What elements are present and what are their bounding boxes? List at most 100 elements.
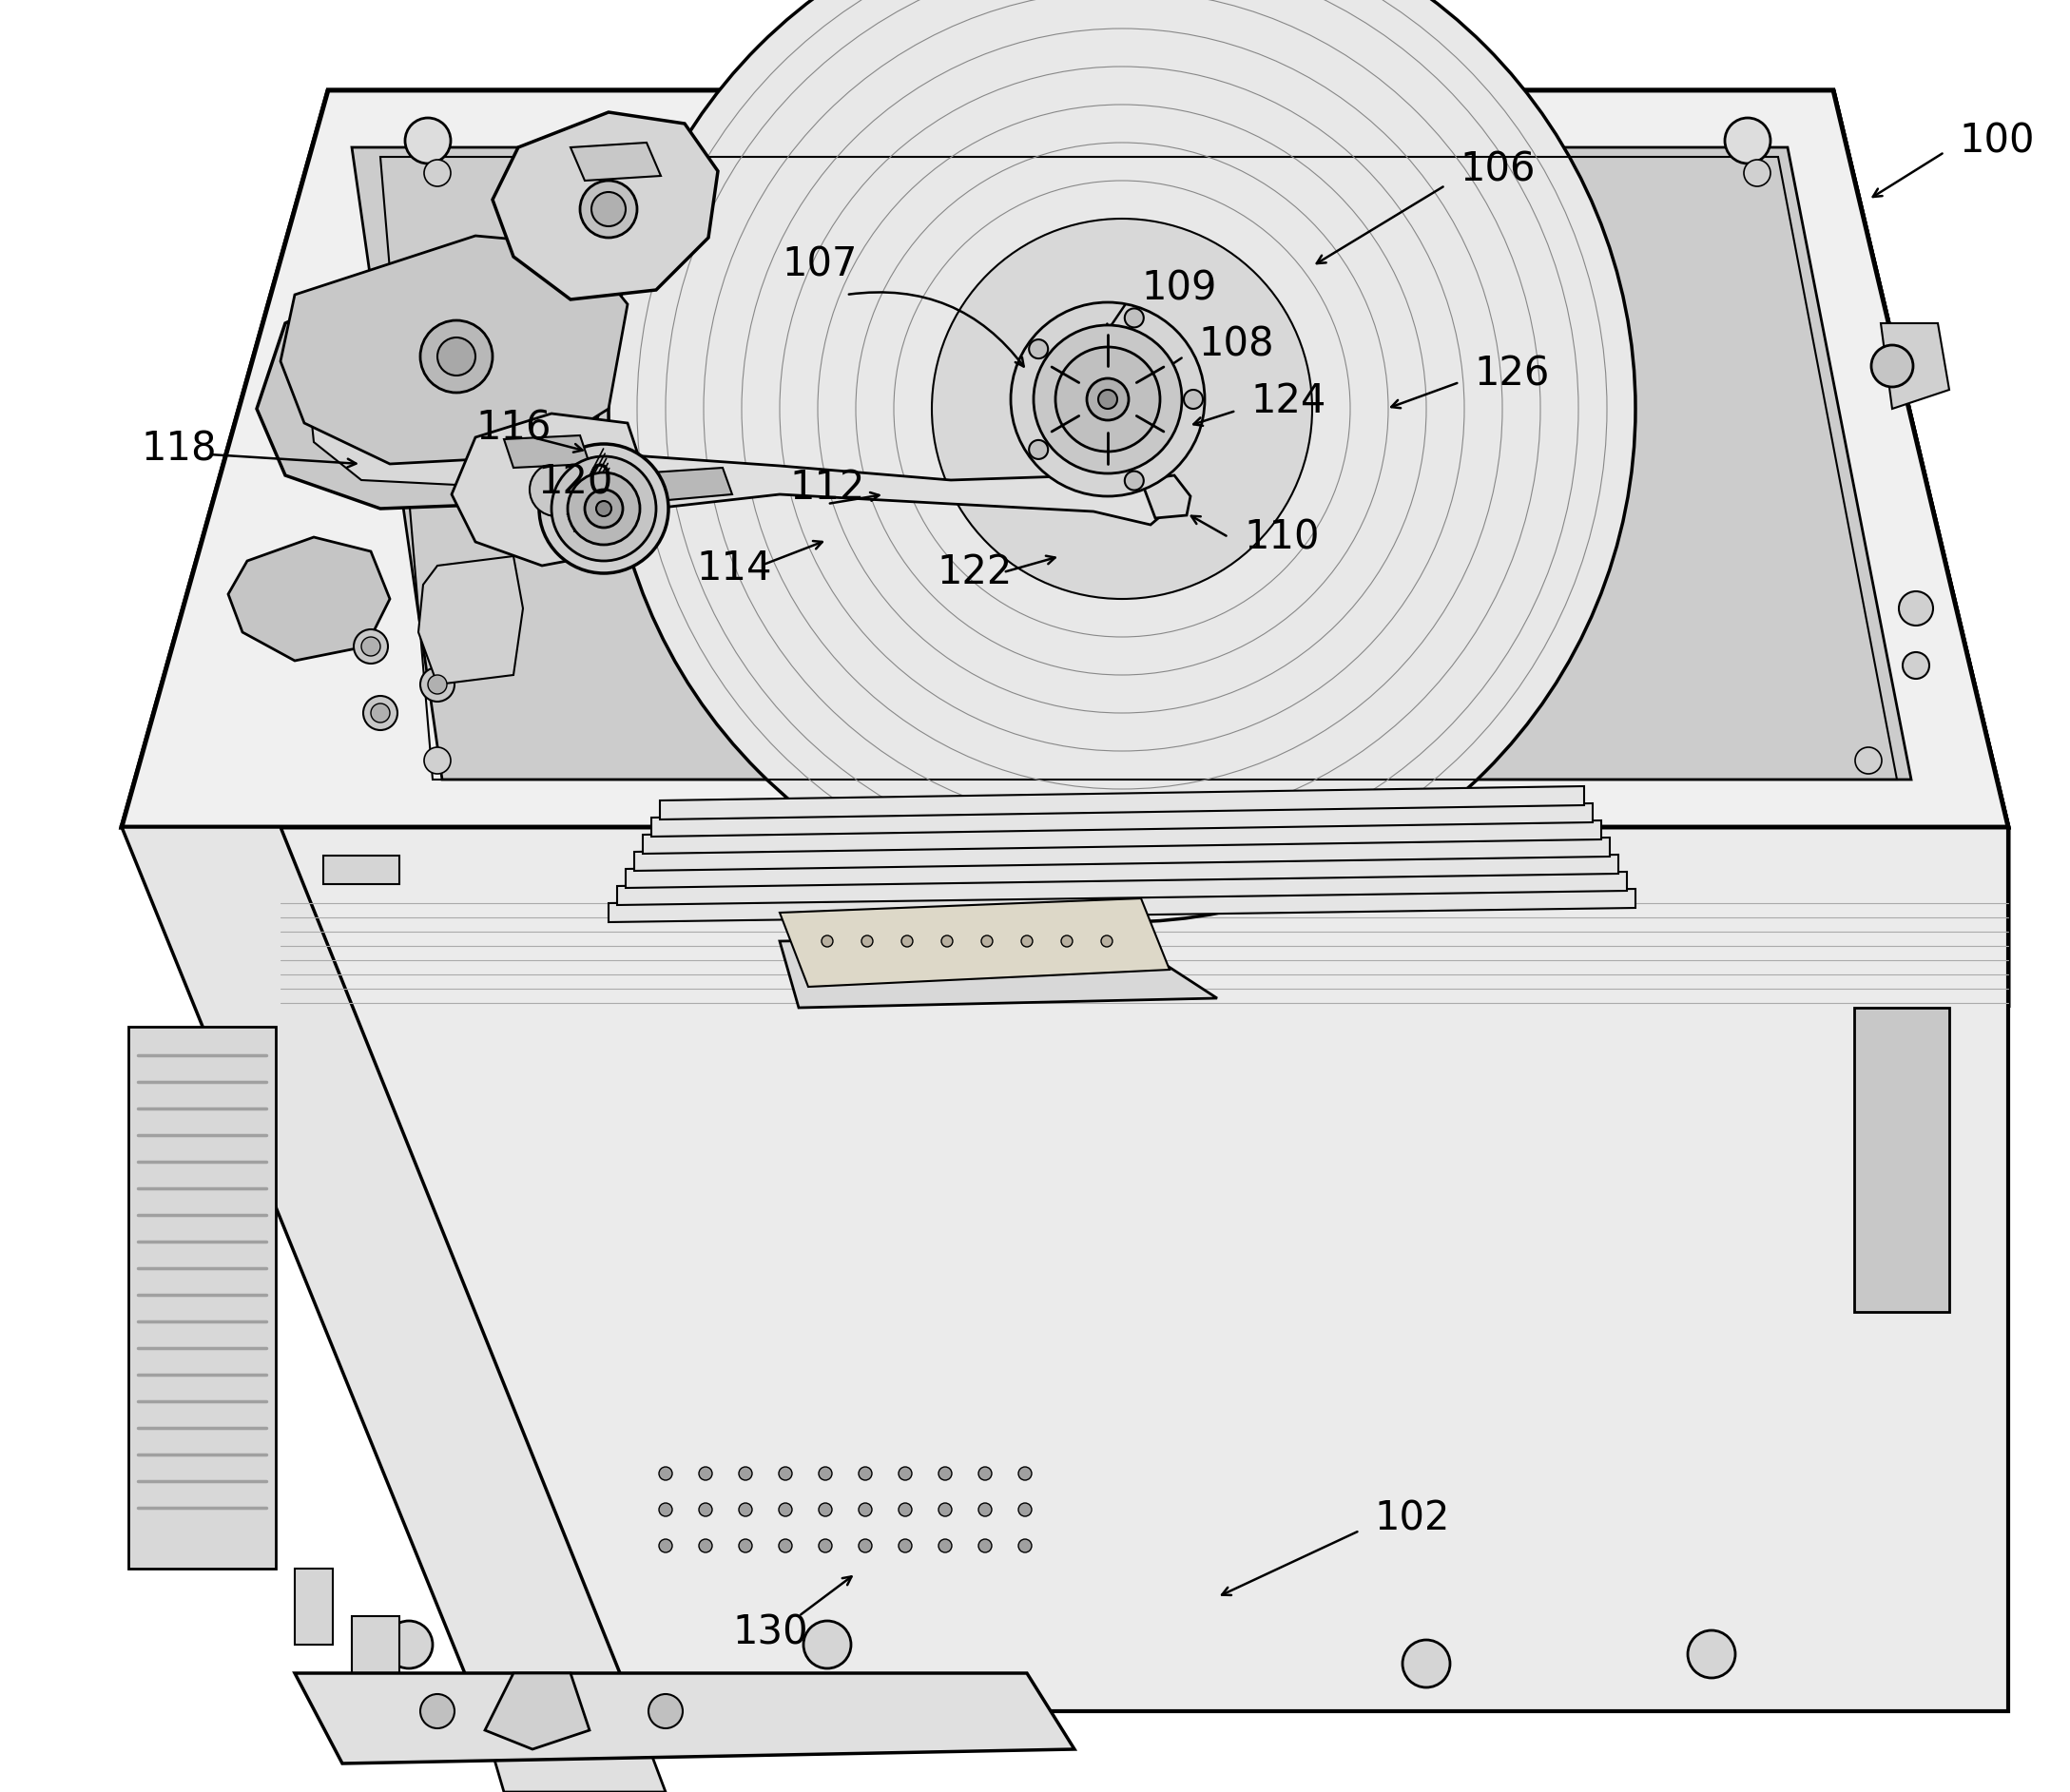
Circle shape bbox=[362, 636, 381, 656]
Text: 108: 108 bbox=[1199, 324, 1273, 364]
Polygon shape bbox=[1141, 475, 1190, 518]
Polygon shape bbox=[633, 837, 1610, 871]
Circle shape bbox=[580, 181, 638, 238]
Circle shape bbox=[739, 1468, 751, 1480]
Circle shape bbox=[420, 321, 493, 392]
Text: 100: 100 bbox=[1958, 120, 2035, 161]
Polygon shape bbox=[571, 455, 1170, 525]
Circle shape bbox=[1099, 391, 1118, 409]
Text: 116: 116 bbox=[476, 409, 551, 448]
Circle shape bbox=[900, 935, 913, 946]
Circle shape bbox=[818, 1539, 832, 1552]
Circle shape bbox=[1018, 1468, 1031, 1480]
Text: 120: 120 bbox=[538, 462, 613, 502]
Circle shape bbox=[938, 1503, 952, 1516]
Circle shape bbox=[658, 1468, 673, 1480]
Polygon shape bbox=[617, 871, 1627, 905]
Circle shape bbox=[1056, 348, 1159, 452]
Polygon shape bbox=[638, 468, 733, 502]
Circle shape bbox=[803, 1622, 851, 1668]
Polygon shape bbox=[418, 556, 524, 685]
Circle shape bbox=[1403, 1640, 1451, 1688]
Circle shape bbox=[859, 1539, 871, 1552]
Polygon shape bbox=[1834, 90, 2008, 1007]
Circle shape bbox=[354, 629, 387, 663]
Text: 106: 106 bbox=[1459, 149, 1536, 190]
Circle shape bbox=[1087, 378, 1128, 419]
Circle shape bbox=[530, 462, 584, 516]
Circle shape bbox=[700, 1468, 712, 1480]
Circle shape bbox=[538, 444, 669, 573]
Polygon shape bbox=[571, 143, 660, 181]
Polygon shape bbox=[122, 90, 2008, 828]
Circle shape bbox=[1033, 324, 1182, 473]
Circle shape bbox=[592, 192, 625, 226]
Text: 114: 114 bbox=[696, 548, 772, 588]
Text: 130: 130 bbox=[733, 1613, 807, 1654]
Polygon shape bbox=[493, 113, 718, 299]
Circle shape bbox=[1871, 346, 1913, 387]
Circle shape bbox=[778, 1503, 793, 1516]
Circle shape bbox=[898, 1468, 913, 1480]
Text: 109: 109 bbox=[1141, 269, 1217, 308]
Polygon shape bbox=[257, 271, 604, 509]
Circle shape bbox=[979, 1468, 992, 1480]
Text: 126: 126 bbox=[1474, 353, 1548, 394]
Polygon shape bbox=[282, 237, 627, 464]
Circle shape bbox=[822, 935, 832, 946]
Circle shape bbox=[420, 1693, 455, 1727]
Circle shape bbox=[981, 935, 994, 946]
Polygon shape bbox=[1882, 323, 1950, 409]
Circle shape bbox=[1184, 391, 1203, 409]
Circle shape bbox=[938, 1539, 952, 1552]
Polygon shape bbox=[484, 1674, 590, 1749]
Polygon shape bbox=[122, 90, 2008, 828]
Circle shape bbox=[979, 1503, 992, 1516]
Circle shape bbox=[658, 1539, 673, 1552]
Polygon shape bbox=[644, 821, 1602, 853]
Circle shape bbox=[1124, 471, 1145, 491]
Polygon shape bbox=[294, 1568, 333, 1645]
Polygon shape bbox=[282, 828, 2008, 1711]
Circle shape bbox=[861, 935, 874, 946]
Circle shape bbox=[898, 1539, 913, 1552]
Circle shape bbox=[818, 1503, 832, 1516]
Circle shape bbox=[1029, 339, 1047, 358]
Polygon shape bbox=[480, 1711, 667, 1792]
Circle shape bbox=[1018, 1539, 1031, 1552]
Circle shape bbox=[420, 667, 455, 702]
Circle shape bbox=[596, 502, 611, 516]
Polygon shape bbox=[625, 855, 1619, 887]
Polygon shape bbox=[652, 803, 1592, 837]
Circle shape bbox=[424, 159, 451, 186]
Circle shape bbox=[371, 704, 389, 722]
Polygon shape bbox=[503, 435, 590, 468]
Circle shape bbox=[362, 695, 397, 729]
Circle shape bbox=[700, 1503, 712, 1516]
Circle shape bbox=[859, 1503, 871, 1516]
Circle shape bbox=[700, 1539, 712, 1552]
Circle shape bbox=[1029, 441, 1047, 459]
Circle shape bbox=[424, 747, 451, 774]
Polygon shape bbox=[660, 787, 1584, 819]
Circle shape bbox=[1902, 652, 1929, 679]
Circle shape bbox=[938, 1468, 952, 1480]
Text: 107: 107 bbox=[782, 244, 857, 285]
Text: 110: 110 bbox=[1244, 518, 1319, 557]
Circle shape bbox=[1010, 303, 1205, 496]
Polygon shape bbox=[352, 1616, 400, 1674]
Text: 112: 112 bbox=[789, 468, 865, 507]
Circle shape bbox=[739, 1539, 751, 1552]
Polygon shape bbox=[128, 1027, 275, 1568]
Polygon shape bbox=[323, 855, 400, 883]
Polygon shape bbox=[294, 1674, 1074, 1763]
Polygon shape bbox=[609, 889, 1635, 923]
Circle shape bbox=[609, 0, 1635, 923]
Circle shape bbox=[778, 1468, 793, 1480]
Circle shape bbox=[778, 1539, 793, 1552]
Polygon shape bbox=[451, 414, 646, 566]
Circle shape bbox=[859, 1468, 871, 1480]
Circle shape bbox=[584, 489, 623, 527]
Polygon shape bbox=[228, 538, 389, 661]
Polygon shape bbox=[308, 323, 561, 486]
